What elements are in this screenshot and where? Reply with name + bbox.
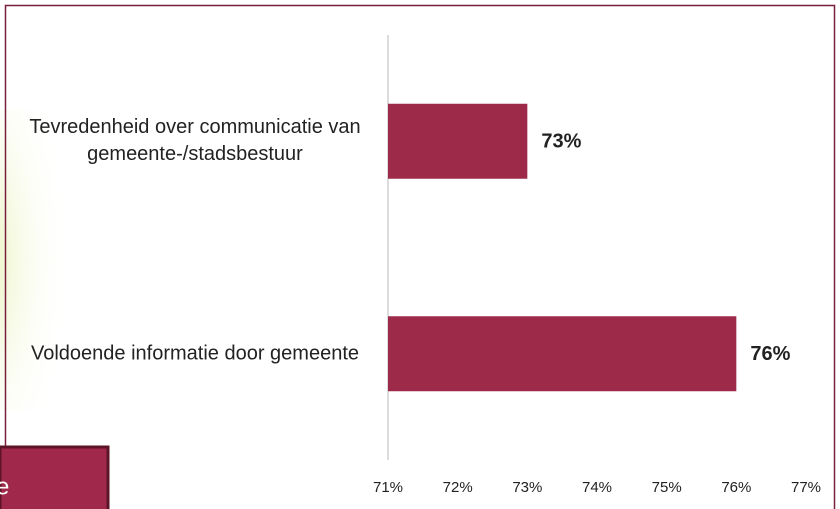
x-tick-label: 74% <box>582 479 612 496</box>
x-tick-label: 73% <box>512 479 542 496</box>
chart-frame <box>4 4 836 509</box>
caption-box <box>0 445 110 509</box>
x-tick-label: 77% <box>791 479 821 496</box>
x-tick-label: 75% <box>652 479 682 496</box>
caption-text: e <box>0 473 9 500</box>
x-tick-label: 72% <box>443 479 473 496</box>
data-label: 76% <box>750 343 790 365</box>
y-tick-label: Tevredenheid over communicatie van gemee… <box>29 116 361 166</box>
x-tick-label: 76% <box>721 479 751 496</box>
x-tick-label: 71% <box>373 479 403 496</box>
bar <box>388 103 528 179</box>
bar <box>388 316 737 392</box>
y-tick-label: Voldoende informatie door gemeente <box>30 342 359 365</box>
background-decoration <box>0 110 70 410</box>
data-label: 73% <box>541 131 581 153</box>
